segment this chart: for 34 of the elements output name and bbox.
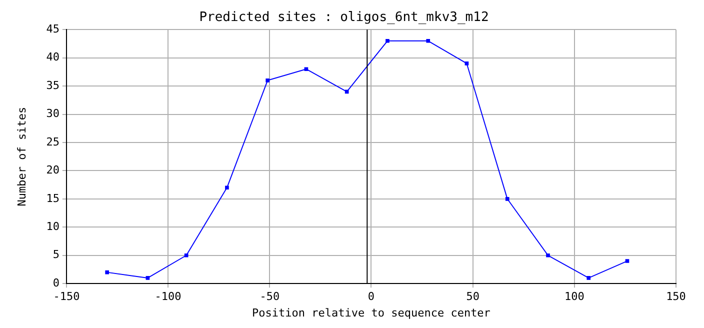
y-axis-title: Number of sites: [15, 106, 28, 206]
point: [505, 197, 510, 201]
point: [386, 38, 390, 43]
y-tick-label: 10: [46, 220, 60, 234]
y-tick-label: 5: [52, 248, 60, 262]
y-tick-label: 25: [46, 135, 60, 148]
x-axis-title: Position relative to sequence center: [252, 306, 491, 320]
point: [546, 253, 550, 258]
point: [105, 270, 109, 274]
x-tick-label: 0: [368, 290, 375, 304]
chart-title: Predicted sites : oligos_6nt_mkv3_m12: [199, 10, 489, 26]
point: [464, 62, 469, 66]
point: [426, 38, 430, 43]
point: [344, 90, 349, 94]
point: [184, 253, 188, 258]
y-tick-label: 0: [52, 276, 60, 290]
y-tick-label: 40: [46, 50, 60, 64]
x-tick-label: 50: [466, 290, 480, 304]
x-tick-label: 100: [564, 290, 584, 304]
point: [625, 259, 630, 263]
x-tick-label: -100: [154, 290, 182, 304]
point: [304, 67, 308, 72]
x-tick-label: 150: [666, 290, 686, 304]
point: [225, 186, 229, 190]
point: [266, 78, 270, 82]
point: [586, 276, 591, 280]
y-tick-label: 35: [46, 78, 60, 92]
point: [146, 276, 150, 280]
y-tick-label: 30: [46, 107, 60, 120]
y-tick-label: 45: [46, 22, 60, 36]
x-tick-label: -150: [53, 290, 80, 304]
y-tick-label: 15: [46, 192, 60, 205]
y-tick-label: 20: [46, 164, 60, 177]
x-tick-label: -50: [260, 290, 280, 304]
